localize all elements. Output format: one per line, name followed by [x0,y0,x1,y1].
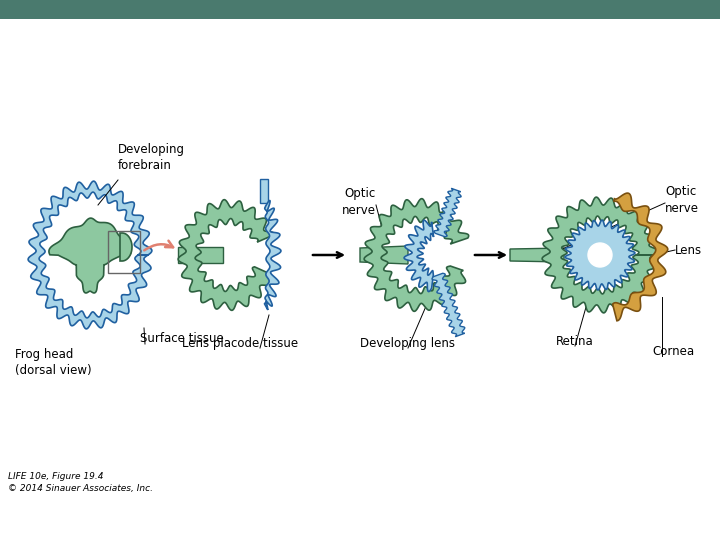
Text: LIFE 10e, Figure 19.4
© 2014 Sinauer Associates, Inc.: LIFE 10e, Figure 19.4 © 2014 Sinauer Ass… [8,472,153,493]
Polygon shape [565,220,635,290]
Text: Optic
nerve: Optic nerve [665,186,699,214]
Polygon shape [542,197,658,313]
Text: Developing lens: Developing lens [361,337,456,350]
Polygon shape [49,218,131,293]
Text: Surface tissue: Surface tissue [140,332,224,345]
Polygon shape [360,246,408,264]
Polygon shape [432,273,465,337]
Polygon shape [260,179,268,203]
Circle shape [588,243,612,267]
Polygon shape [178,247,223,263]
FancyArrowPatch shape [144,241,173,251]
Text: Lens: Lens [675,244,702,256]
Polygon shape [120,233,132,261]
Text: Optic
nerve: Optic nerve [342,187,376,217]
Polygon shape [404,220,433,292]
Text: Cornea: Cornea [652,345,694,358]
Polygon shape [613,193,667,321]
Polygon shape [364,199,469,312]
Polygon shape [434,188,461,237]
Text: Lens placode tissue: Lens placode tissue [182,337,298,350]
Polygon shape [28,181,152,329]
FancyBboxPatch shape [0,0,720,19]
Polygon shape [178,200,274,310]
Polygon shape [264,200,281,310]
Polygon shape [510,248,564,262]
Text: Retina: Retina [556,335,594,348]
Text: Developing
forebrain: Developing forebrain [118,143,185,172]
Bar [108,231,140,273]
Text: Figure 19.4  Embryonic Inducers in Vertebrate Eye Development: Figure 19.4 Embryonic Inducers in Verteb… [6,3,453,17]
Text: Frog head
(dorsal view): Frog head (dorsal view) [15,348,91,377]
